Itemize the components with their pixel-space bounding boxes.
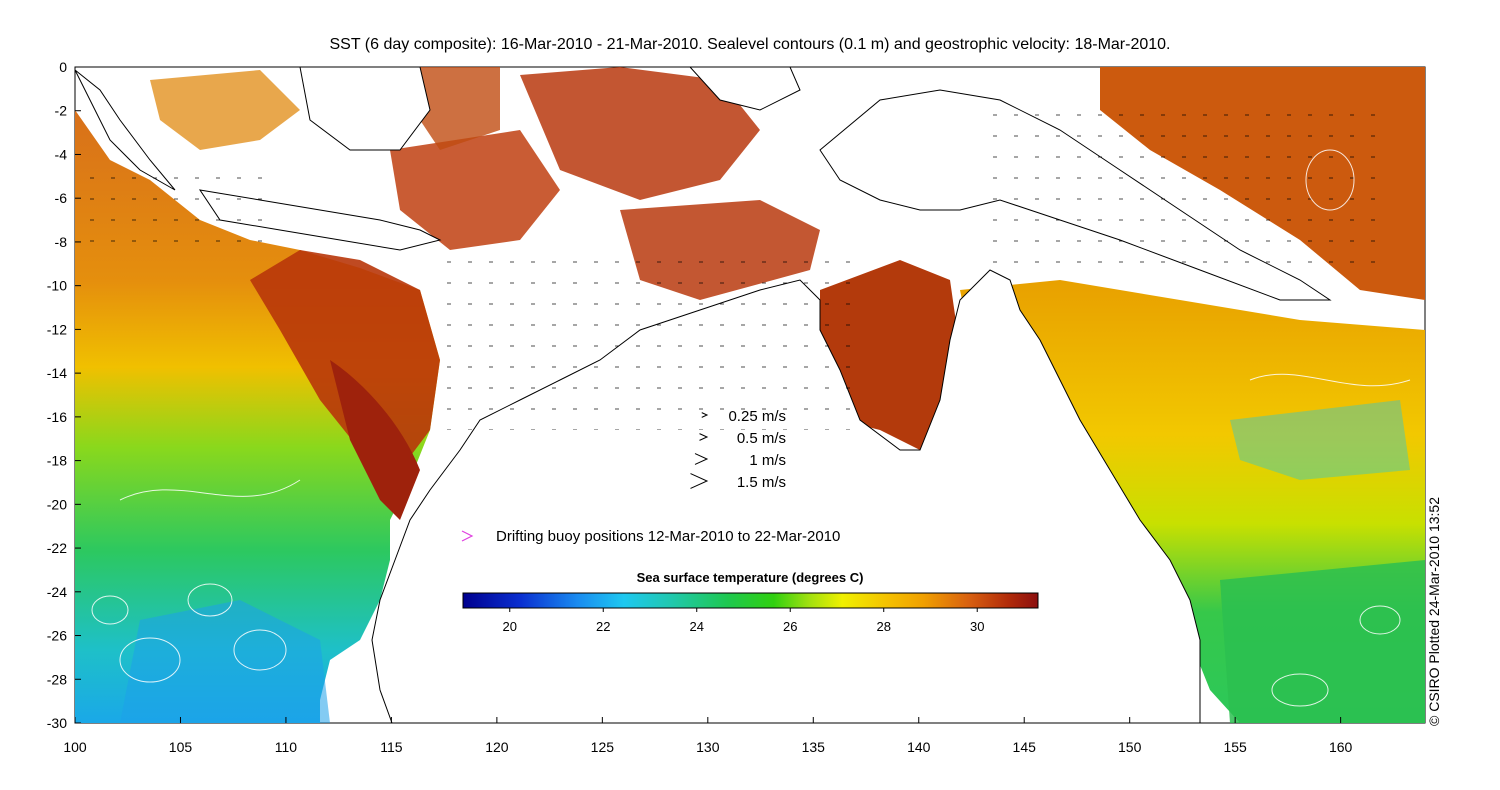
y-tick-label: 0 — [59, 59, 67, 75]
colorbar-title: Sea surface temperature (degrees C) — [637, 570, 864, 585]
colorbar-tick-label: 22 — [596, 619, 610, 634]
buoy-legend-label: Drifting buoy positions 12-Mar-2010 to 2… — [496, 528, 840, 545]
velocity-vector-field — [75, 100, 1380, 430]
velocity-legend-label: 1.5 m/s — [737, 474, 786, 491]
colorbar-tick-label: 30 — [970, 619, 984, 634]
colorbar-gradient — [462, 592, 1039, 609]
colorbar-tick-label: 24 — [690, 619, 704, 634]
x-tick-label: 125 — [591, 739, 615, 755]
x-tick-label: 145 — [1013, 739, 1037, 755]
map-title: SST (6 day composite): 16-Mar-2010 - 21-… — [329, 36, 1171, 53]
tasman-sea-sst — [1220, 560, 1425, 723]
buoy-legend: Drifting buoy positions 12-Mar-2010 to 2… — [461, 528, 840, 545]
x-tick-label: 120 — [485, 739, 509, 755]
coral-sea-cool-patch — [1230, 400, 1410, 480]
sst-patch-java-sea — [390, 130, 560, 250]
y-tick-label: -24 — [47, 584, 67, 600]
x-tick-label: 110 — [275, 739, 298, 755]
y-tick-label: -26 — [47, 628, 67, 644]
velocity-legend-label: 0.25 m/s — [728, 408, 786, 425]
velocity-arrow-icon — [694, 453, 709, 465]
velocity-arrow-icon — [699, 433, 709, 441]
y-tick-label: -12 — [47, 321, 67, 337]
warm-pool-west — [250, 250, 440, 470]
sealevel-contours — [91, 149, 1411, 707]
colorbar: Sea surface temperature (degrees C) 20 22… — [462, 570, 1039, 634]
y-tick-label: -8 — [55, 234, 68, 250]
colorbar-tick-label: 28 — [876, 619, 890, 634]
y-tick-label: -22 — [47, 540, 67, 556]
x-tick-label: 150 — [1118, 739, 1142, 755]
y-tick-label: -28 — [47, 671, 67, 687]
sst-patch-south-china-sea — [150, 70, 300, 150]
x-tick-label: 155 — [1223, 739, 1247, 755]
warm-patch-nw-shelf — [330, 360, 420, 520]
y-tick-label: -14 — [47, 365, 67, 381]
mindanao-island — [688, 66, 801, 111]
x-tick-label: 140 — [907, 739, 931, 755]
x-tick-label: 160 — [1329, 739, 1353, 755]
velocity-arrow-icon — [701, 412, 709, 418]
y-tick-label: -16 — [47, 409, 67, 425]
colorbar-tick-label: 26 — [783, 619, 797, 634]
buoy-marker-icon — [461, 530, 474, 542]
colorbar-ticks: 20 22 24 26 28 30 — [503, 608, 984, 634]
y-tick-label: -4 — [55, 146, 68, 162]
sst-patch-borneo-west — [420, 67, 500, 150]
y-tick-label: -20 — [47, 496, 67, 512]
y-tick-label: -30 — [47, 715, 67, 731]
indian-ocean-sst — [75, 110, 440, 723]
x-tick-label: 130 — [696, 739, 720, 755]
x-tick-label: 105 — [169, 739, 193, 755]
y-tick-label: -2 — [55, 103, 68, 119]
y-axis: 0 -2 -4 -6 -8 -10 -12 -14 -16 -18 -20 -22 -24 -26 -28 -… — [47, 59, 81, 731]
velocity-legend: 0.25 m/s 0.5 m/s 1 m/s 1.5 m/s — [690, 408, 786, 491]
y-tick-label: -18 — [47, 453, 67, 469]
y-tick-label: -6 — [55, 190, 68, 206]
x-axis: 100 105 110 115 120 125 130 135 140 145 150 155 160 — [63, 717, 1353, 755]
borneo-island — [299, 66, 431, 151]
y-tick-label: -10 — [47, 278, 67, 294]
velocity-legend-label: 0.5 m/s — [737, 430, 786, 447]
x-tick-label: 135 — [802, 739, 826, 755]
sst-patch-celebes — [520, 67, 760, 200]
x-tick-label: 115 — [380, 739, 403, 755]
velocity-arrow-icon — [690, 473, 709, 489]
cool-patch-southwest — [120, 600, 330, 723]
velocity-legend-label: 1 m/s — [749, 452, 786, 469]
colorbar-tick-label: 20 — [503, 619, 517, 634]
x-tick-label: 100 — [63, 739, 87, 755]
